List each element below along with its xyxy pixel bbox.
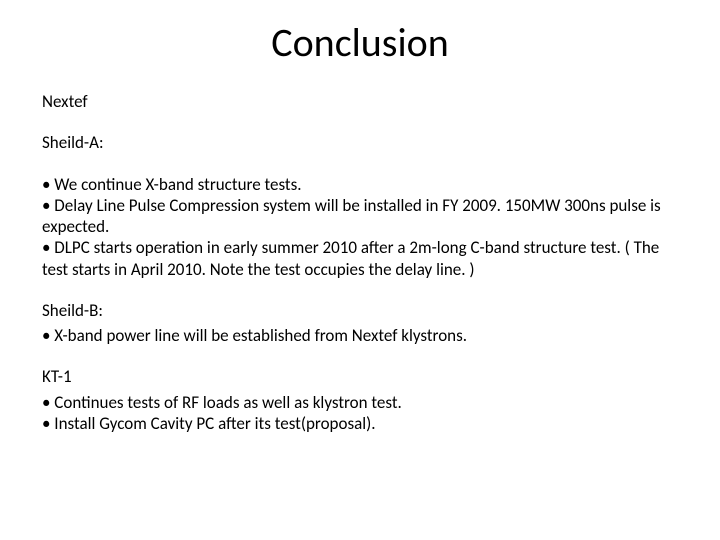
section-kt1-label: KT-1 [42,366,678,387]
section-sheild-b: Sheild-B: • X-band power line will be es… [42,300,678,347]
section-sheild-a-label: Sheild-A: [42,132,678,153]
bullet-item: • DLPC starts operation in early summer … [42,237,678,280]
section-nextef-label: Nextef [42,91,678,112]
section-sheild-a-bullets: • We continue X-band structure tests. • … [42,174,678,280]
bullet-item: • Continues tests of RF loads as well as… [42,392,678,413]
bullet-item: • Install Gycom Cavity PC after its test… [42,413,678,434]
slide-body: Nextef Sheild-A: • We continue X-band st… [42,91,678,434]
slide: Conclusion Nextef Sheild-A: • We continu… [0,0,720,540]
bullet-item: • X-band power line will be established … [42,325,678,346]
bullet-item: • Delay Line Pulse Compression system wi… [42,195,678,238]
section-kt1: KT-1 • Continues tests of RF loads as we… [42,366,678,434]
slide-title: Conclusion [42,18,678,67]
bullet-item: • We continue X-band structure tests. [42,174,678,195]
section-sheild-b-label: Sheild-B: [42,300,678,321]
